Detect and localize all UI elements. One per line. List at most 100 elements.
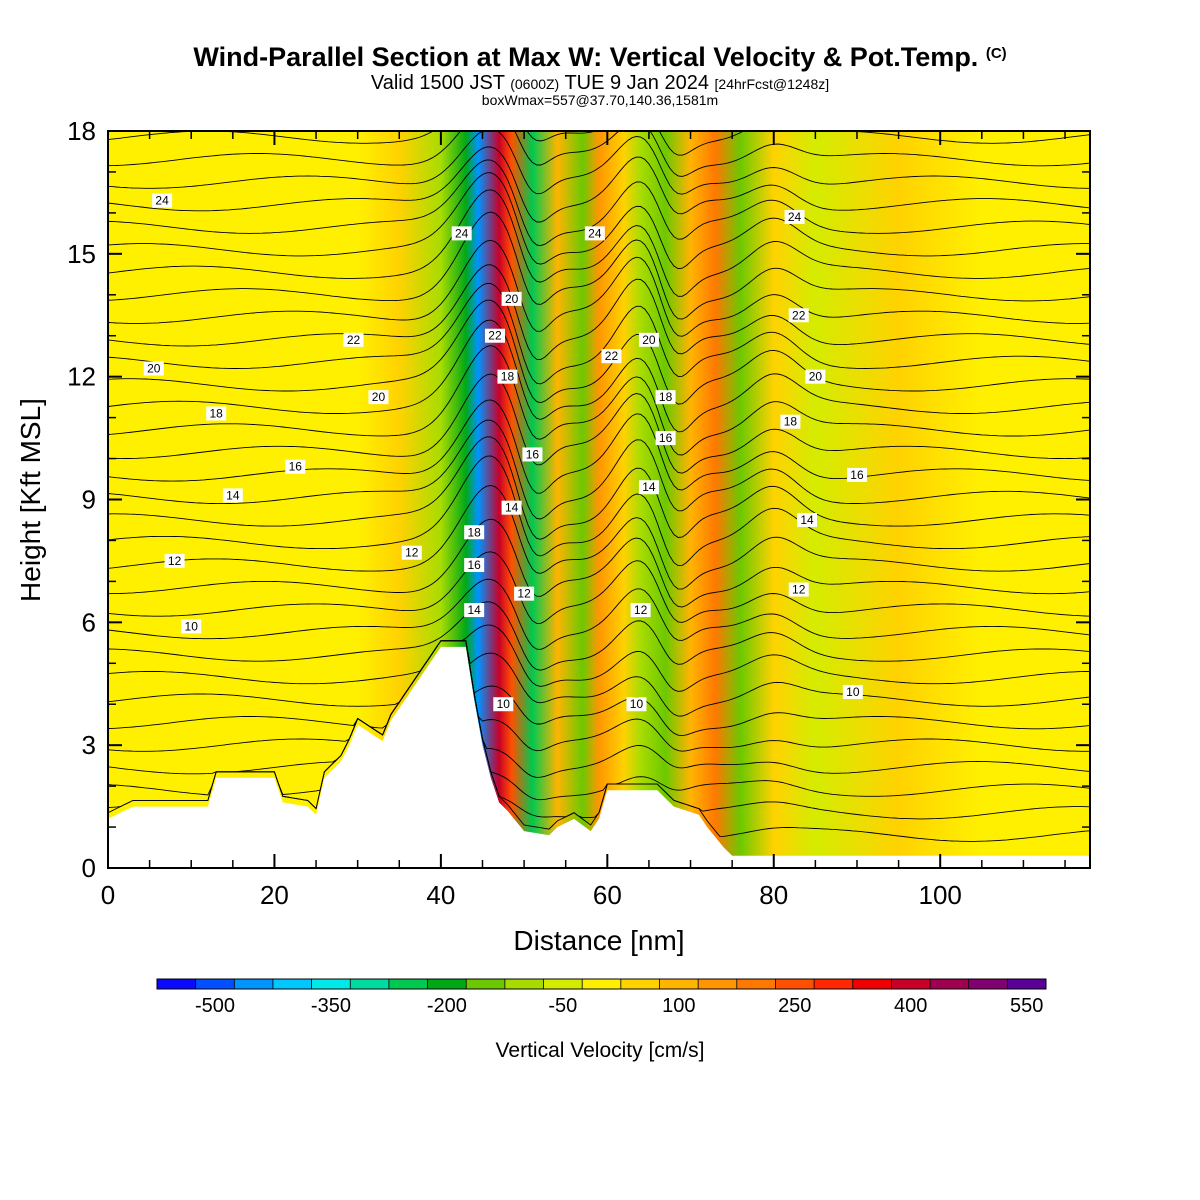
- theta-label-box: [464, 525, 485, 540]
- colorbar-tick-label: 400: [894, 995, 927, 1017]
- theta-label-box: [842, 684, 863, 699]
- theta-contour-line: [108, 264, 1090, 360]
- theta-contour-label: 16: [285, 459, 306, 474]
- y-axis-title: Height [Kft MSL]: [15, 398, 46, 602]
- theta-contour-label: 12: [401, 545, 422, 560]
- theta-label-text: 16: [289, 460, 303, 474]
- theta-label-text: 12: [792, 583, 806, 597]
- theta-label-box: [152, 193, 173, 208]
- theta-contour-line: [108, 319, 1090, 433]
- theta-label-box: [584, 226, 605, 241]
- theta-contour-line: [108, 640, 1090, 778]
- theta-label-text: 16: [850, 468, 864, 482]
- theta-contour-label: 22: [484, 328, 505, 343]
- theta-label-text: 24: [155, 194, 169, 208]
- theta-contour-label: 18: [206, 406, 227, 421]
- theta-label-box: [368, 390, 389, 405]
- theta-label-text: 16: [659, 431, 673, 445]
- colorbar-cell: [234, 979, 274, 989]
- theta-label-box: [497, 369, 518, 384]
- theta-contour-line: [108, 172, 1090, 270]
- colorbar-cell: [736, 979, 776, 989]
- theta-contour-line: [108, 159, 1090, 247]
- theta-label-text: 20: [505, 292, 519, 306]
- theta-contour-line: [108, 640, 1090, 717]
- theta-label-text: 12: [405, 546, 419, 560]
- theta-contour-line: [108, 436, 1090, 540]
- plot-area: 24 24 24 24 20 22 22 22 22 20 20 20 20 18 18 18 18 16 16 16…: [108, 64, 1090, 868]
- theta-contour-line: [108, 131, 1090, 177]
- theta-contour-line: [108, 373, 1090, 474]
- x-axis: 0 20 40 60 80 100: [101, 131, 1066, 910]
- theta-label-text: 12: [168, 554, 182, 568]
- theta-label-box: [788, 582, 809, 597]
- y-tick-label: 3: [82, 730, 96, 760]
- theta-contour-label: 14: [464, 603, 485, 618]
- theta-contour-label: 16: [655, 431, 676, 446]
- theta-label-box: [451, 226, 472, 241]
- theta-label-text: 12: [517, 587, 531, 601]
- theta-label-text: 16: [526, 447, 540, 461]
- terrain: [108, 646, 1090, 868]
- theta-contour-label: 14: [638, 480, 659, 495]
- theta-label-text: 10: [846, 685, 860, 699]
- theta-contour-line: [108, 64, 1090, 129]
- colorbar-cell: [543, 979, 583, 989]
- theta-label-box: [206, 406, 227, 421]
- theta-label-box: [464, 603, 485, 618]
- theta-contour-label: 18: [464, 525, 485, 540]
- x-axis-title: Distance [nm]: [513, 925, 684, 956]
- y-tick-label: 18: [67, 116, 96, 146]
- colorbar-tick-label: -500: [195, 995, 235, 1017]
- theta-label-box: [285, 459, 306, 474]
- theta-contour-label: 14: [222, 488, 243, 503]
- theta-label-text: 18: [501, 370, 515, 384]
- theta-contour-line: [108, 146, 1090, 223]
- colorbar-tick-label: -200: [427, 995, 467, 1017]
- theta-contour-label: 12: [514, 586, 535, 601]
- theta-label-box: [514, 586, 535, 601]
- valid-time-line: Valid 1500 JST (0600Z) TUE 9 Jan 2024 [2…: [0, 72, 1200, 95]
- theta-label-text: 14: [226, 488, 240, 502]
- theta-label-text: 16: [467, 558, 481, 572]
- theta-label-box: [164, 553, 185, 568]
- colorbar-cell: [775, 979, 815, 989]
- colorbar-cell: [582, 979, 622, 989]
- colorbar-cell: [504, 979, 544, 989]
- theta-label-text: 14: [800, 513, 814, 527]
- theta-contour-line: [108, 131, 1090, 195]
- colorbar-tick-label: -350: [311, 995, 351, 1017]
- theta-contour-label: 14: [501, 500, 522, 515]
- theta-contour-line: [108, 551, 1090, 624]
- theta-contour-line: [108, 640, 1090, 737]
- chart-title: Wind-Parallel Section at Max W: Vertical…: [193, 42, 1007, 72]
- theta-label-box: [626, 697, 647, 712]
- x-tick-label: 100: [919, 880, 962, 910]
- colorbar-cell: [852, 979, 892, 989]
- forecast-info: [24hrFcst@1248z]: [714, 76, 830, 92]
- theta-contour-label: 12: [630, 603, 651, 618]
- theta-contour-line: [108, 578, 1090, 650]
- theta-label-text: 22: [792, 308, 806, 322]
- theta-contour-label: 20: [501, 291, 522, 306]
- theta-label-box: [501, 291, 522, 306]
- theta-contour-label: 22: [343, 332, 364, 347]
- colorbar-cell: [157, 979, 197, 989]
- theta-contour-line: [108, 211, 1090, 320]
- theta-contour-label: 10: [626, 697, 647, 712]
- theta-label-box: [638, 480, 659, 495]
- theta-label-text: 20: [147, 361, 161, 375]
- theta-label-box: [493, 697, 514, 712]
- x-tick-label: 0: [101, 880, 115, 910]
- theta-label-box: [601, 349, 622, 364]
- colorbar-cell: [311, 979, 351, 989]
- theta-contour-label: 14: [797, 512, 818, 527]
- colorbar-title: Vertical Velocity [cm/s]: [496, 1039, 705, 1062]
- box-wmax-info: boxWmax=557@37.70,140.36,1581m: [481, 92, 719, 108]
- theta-label-box: [655, 390, 676, 405]
- x-tick-label: 60: [593, 880, 622, 910]
- theta-label-text: 18: [659, 390, 673, 404]
- theta-label-box: [655, 431, 676, 446]
- theta-contour-line: [108, 640, 1090, 752]
